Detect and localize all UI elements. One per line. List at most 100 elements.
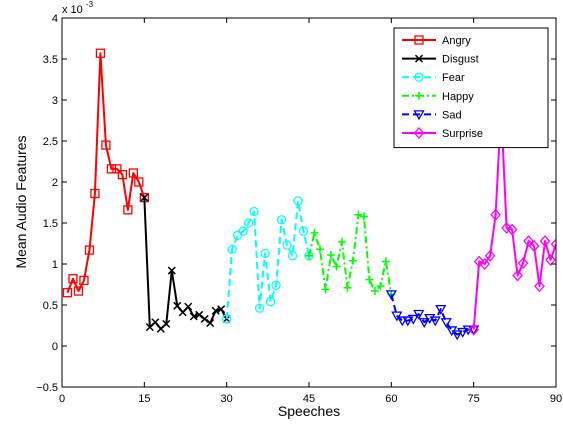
legend-entry-disgust: Disgust	[402, 54, 479, 66]
data-point-fear	[276, 215, 287, 225]
legend-entry-sad: Sad	[402, 109, 462, 121]
data-point-angry	[68, 274, 78, 284]
data-point-happy	[310, 228, 319, 237]
y-tick-label: 0	[52, 341, 58, 353]
x-tick-label: 45	[303, 393, 315, 405]
data-point-disgust	[184, 302, 193, 311]
data-point-fear	[249, 206, 259, 217]
legend-label-fear: Fear	[442, 72, 465, 84]
y-tick-label: 3.5	[43, 54, 58, 66]
data-point-happy	[359, 212, 368, 221]
series-disgust	[140, 193, 231, 333]
data-point-disgust	[162, 319, 171, 328]
data-point-happy	[326, 250, 335, 259]
data-point-happy	[348, 256, 357, 265]
data-point-angry	[117, 169, 128, 180]
data-point-sad	[385, 290, 397, 301]
data-point-fear	[282, 240, 292, 250]
data-point-angry	[62, 288, 73, 298]
data-point-sad	[413, 309, 425, 320]
data-point-happy	[370, 287, 379, 296]
data-point-disgust	[140, 193, 149, 202]
legend-marker-surprise	[413, 127, 425, 139]
data-point-happy	[337, 237, 346, 246]
legend-entry-fear: Fear	[402, 72, 465, 84]
data-point-fear	[222, 314, 232, 324]
data-point-happy	[354, 210, 363, 219]
data-point-happy	[381, 257, 390, 266]
series-fear	[222, 196, 314, 324]
data-point-surprise	[506, 223, 518, 236]
series-angry	[62, 48, 149, 298]
data-point-surprise	[479, 258, 491, 270]
x-tick-label: 30	[221, 393, 233, 405]
data-point-fear	[271, 280, 281, 290]
y-tick-label: 2.5	[43, 136, 58, 148]
data-point-surprise	[484, 249, 496, 262]
series-line-angry	[66, 52, 146, 294]
data-point-sad	[418, 318, 430, 329]
data-point-fear	[287, 251, 298, 261]
data-point-surprise	[550, 238, 556, 251]
data-point-surprise	[468, 323, 480, 336]
exponent-power: -3	[86, 0, 94, 9]
y-tick-label: 1	[52, 259, 58, 271]
y-tick-label: 0.5	[43, 300, 58, 312]
data-point-fear	[254, 303, 265, 313]
ticks-layer: 0 15 30 45 60 75 90−0.500.511.522.533.54	[36, 13, 562, 405]
y-axis-exponent: x 10 -3	[62, 0, 94, 16]
data-point-sad	[440, 318, 452, 329]
legend-marker-fear	[414, 72, 424, 82]
data-point-sad	[407, 314, 419, 325]
data-point-disgust	[217, 305, 226, 314]
data-point-disgust	[195, 310, 204, 319]
legend-entry-angry: Angry	[402, 35, 471, 47]
series-line-happy	[308, 213, 393, 295]
data-point-angry	[101, 140, 111, 150]
data-point-disgust	[206, 319, 215, 328]
data-point-disgust	[222, 314, 231, 323]
legend-marker-sad	[413, 110, 425, 121]
data-point-sad	[402, 316, 414, 327]
legend-label-surprise: Surprise	[442, 128, 483, 140]
data-point-surprise	[473, 255, 485, 268]
data-point-happy	[305, 251, 313, 260]
data-point-disgust	[173, 301, 182, 310]
series-happy	[305, 210, 396, 299]
data-point-surprise	[490, 208, 501, 221]
y-tick-label: 1.5	[43, 218, 58, 230]
series-sad	[385, 290, 480, 341]
data-point-happy	[332, 262, 341, 271]
data-point-fear	[298, 226, 309, 236]
series-line-fear	[225, 199, 310, 320]
data-point-sad	[429, 316, 441, 327]
x-tick-label: 75	[468, 393, 480, 405]
data-point-disgust	[211, 306, 220, 315]
data-point-fear	[260, 248, 270, 258]
data-point-fear	[227, 244, 237, 254]
data-point-surprise	[517, 257, 529, 270]
data-point-angry	[95, 48, 106, 58]
data-point-sad	[435, 304, 447, 315]
legend-marker-happy	[415, 91, 423, 100]
x-tick-label: 0	[59, 393, 65, 405]
data-point-happy	[365, 275, 374, 284]
data-point-sad	[391, 311, 403, 322]
data-point-disgust	[167, 266, 176, 275]
legend-label-happy: Happy	[442, 91, 474, 103]
data-point-happy	[376, 282, 385, 291]
legend-label-angry: Angry	[442, 35, 471, 47]
data-point-angry	[123, 205, 133, 215]
y-axis-label: Mean Audio Features	[13, 135, 29, 268]
data-point-fear	[243, 218, 254, 228]
data-point-surprise	[523, 235, 534, 248]
series-layer	[62, 48, 556, 341]
data-point-happy	[315, 245, 324, 254]
legend-label-sad: Sad	[442, 109, 462, 121]
x-tick-label: 90	[550, 393, 562, 405]
x-tick-label: 15	[138, 393, 150, 405]
data-point-angry	[73, 286, 84, 296]
legend-entry-surprise: Surprise	[402, 127, 483, 140]
data-point-angry	[79, 275, 89, 286]
legend-entry-happy: Happy	[402, 91, 474, 103]
